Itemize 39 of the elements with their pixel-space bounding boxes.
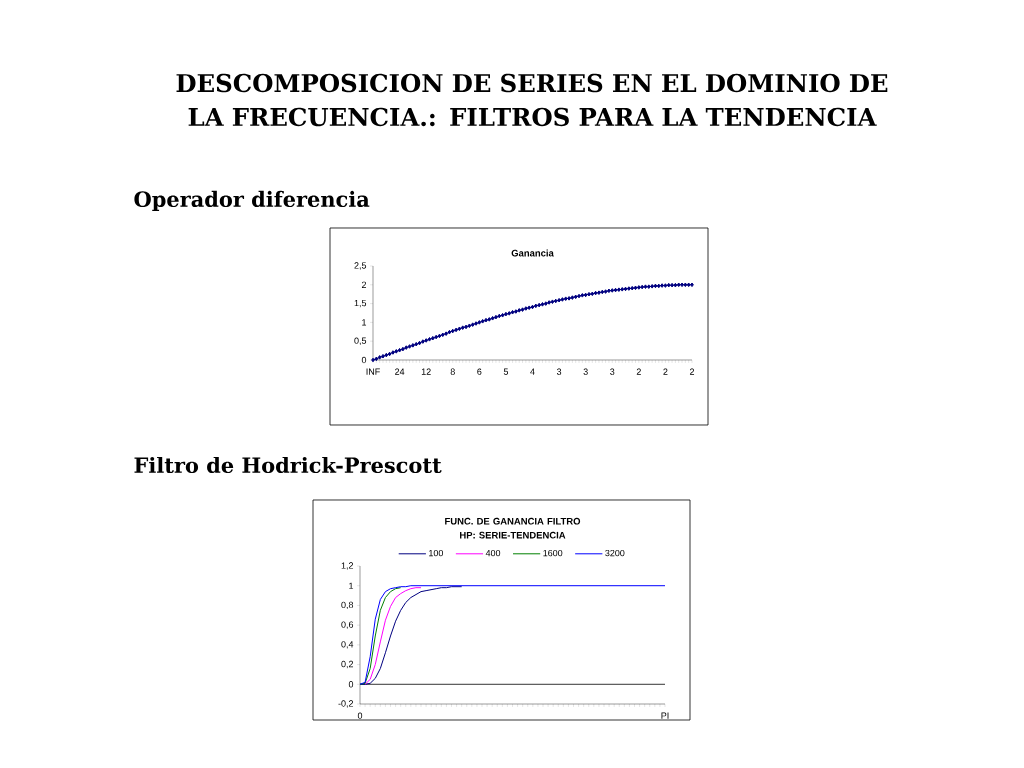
y-tick-label: 1	[362, 319, 367, 326]
x-tick-label: INF	[366, 368, 380, 375]
legend-label: 400	[485, 549, 501, 557]
line-series	[364, 587, 422, 685]
line-series	[359, 587, 402, 685]
y-tick-label: 0	[361, 356, 367, 364]
x-tick-label: 8	[450, 368, 455, 375]
chart-title: FUNC. DE GANANCIA FILTRO HP: SERIE-TENDENCIA	[445, 517, 581, 539]
y-tick-label: 1	[349, 582, 354, 589]
y-tick-label: 1,5	[354, 299, 367, 308]
y-tick-label: 0	[348, 681, 354, 688]
y-tick-label: 0,5	[354, 337, 367, 345]
legend-label: 3200	[605, 549, 625, 557]
y-tick-label: 1,2	[341, 562, 354, 570]
x-tick-label: 2	[689, 368, 695, 375]
x-tick-label: 2	[636, 368, 641, 375]
legend-label: 100	[429, 549, 444, 557]
y-tick-label: 2,5	[354, 262, 367, 270]
x-tick-label: PI	[661, 712, 669, 719]
y-tick-label: 0,4	[341, 641, 354, 649]
y-tick-label: 0,6	[341, 621, 354, 629]
x-tick-label: 12	[421, 368, 431, 375]
text: DESCOMPOSICION DE SERIES EN EL DOMINIO DE LA FRECUENCIA.: FILTROS PARA LA TENDENCIA	[176, 73, 888, 127]
y-tick-label: 2	[361, 281, 367, 288]
x-tick-label: 3	[583, 368, 588, 375]
y-tick-label: -0,2	[338, 700, 354, 708]
y-tick-label: 0,2	[341, 660, 354, 669]
y-tick-label: 0,8	[341, 601, 354, 610]
x-tick-label: 6	[477, 368, 482, 375]
x-tick-label: 3	[610, 368, 615, 375]
x-tick-label: 3	[556, 368, 562, 375]
chart-title: Ganancia	[511, 249, 554, 257]
text: Filtro de Hodrick-Prescott	[134, 456, 442, 474]
legend-label: 1600	[543, 549, 563, 557]
x-tick-label: 24	[395, 368, 405, 375]
x-tick-label: 4	[530, 368, 535, 375]
x-tick-label: 5	[503, 368, 509, 375]
text: Operador diferencia	[134, 190, 370, 212]
x-tick-label: 2	[663, 368, 668, 375]
